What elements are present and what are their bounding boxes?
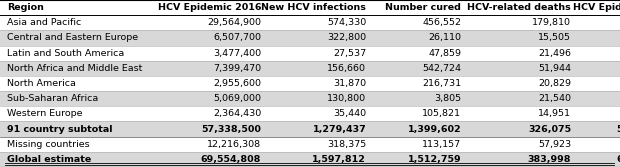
Text: 322,800: 322,800: [327, 33, 366, 42]
Text: 5,069,000: 5,069,000: [213, 94, 261, 103]
Text: North Africa and Middle East: North Africa and Middle East: [7, 64, 143, 73]
Text: 3,805: 3,805: [434, 94, 461, 103]
Text: 47,859: 47,859: [428, 49, 461, 58]
Bar: [0, 0, 620, 15]
Bar: [0, 152, 620, 167]
Text: 1,512,759: 1,512,759: [407, 155, 461, 164]
Text: HCV-related deaths: HCV-related deaths: [467, 3, 571, 12]
Text: 542,724: 542,724: [422, 64, 461, 73]
Text: 56,892,260: 56,892,260: [616, 125, 620, 134]
Text: 91 country subtotal: 91 country subtotal: [7, 125, 113, 134]
Text: 574,330: 574,330: [327, 18, 366, 27]
Text: 1,279,437: 1,279,437: [312, 125, 366, 134]
Text: North America: North America: [7, 79, 76, 88]
Text: Missing countries: Missing countries: [7, 140, 90, 149]
Text: 6,507,700: 6,507,700: [213, 33, 261, 42]
Bar: [0, 106, 620, 121]
Text: 21,496: 21,496: [538, 49, 571, 58]
Text: 130,800: 130,800: [327, 94, 366, 103]
Text: 51,944: 51,944: [538, 64, 571, 73]
Text: 2,955,600: 2,955,600: [213, 79, 261, 88]
Bar: [0, 15, 620, 30]
Text: 15,505: 15,505: [538, 33, 571, 42]
Text: Latin and South America: Latin and South America: [7, 49, 125, 58]
Text: Asia and Pacific: Asia and Pacific: [7, 18, 82, 27]
Text: 7,399,470: 7,399,470: [213, 64, 261, 73]
Bar: [0, 137, 620, 152]
Text: 318,375: 318,375: [327, 140, 366, 149]
Text: Central and Eastern Europe: Central and Eastern Europe: [7, 33, 138, 42]
Text: 113,157: 113,157: [422, 140, 461, 149]
Text: 179,810: 179,810: [532, 18, 571, 27]
Text: 456,552: 456,552: [422, 18, 461, 27]
Text: 1,399,602: 1,399,602: [407, 125, 461, 134]
Text: Western Europe: Western Europe: [7, 109, 83, 118]
Text: HCV Epidemic 2016: HCV Epidemic 2016: [157, 3, 261, 12]
Text: Region: Region: [7, 3, 44, 12]
Text: 156,660: 156,660: [327, 64, 366, 73]
Text: 12,216,308: 12,216,308: [207, 140, 261, 149]
Text: 14,951: 14,951: [538, 109, 571, 118]
Text: 2,364,430: 2,364,430: [213, 109, 261, 118]
Text: 57,338,500: 57,338,500: [202, 125, 261, 134]
Bar: [0, 46, 620, 61]
Text: 1,597,812: 1,597,812: [312, 155, 366, 164]
Bar: [0, 91, 620, 106]
Text: Number cured: Number cured: [386, 3, 461, 12]
Bar: [0, 121, 620, 137]
Text: 383,998: 383,998: [528, 155, 571, 164]
Text: 57,923: 57,923: [538, 140, 571, 149]
Text: 29,564,900: 29,564,900: [207, 18, 261, 27]
Text: 105,821: 105,821: [422, 109, 461, 118]
Text: 26,110: 26,110: [428, 33, 461, 42]
Text: 35,440: 35,440: [333, 109, 366, 118]
Text: Sub-Saharan Africa: Sub-Saharan Africa: [7, 94, 99, 103]
Text: HCV Epidemic 2017: HCV Epidemic 2017: [573, 3, 620, 12]
Bar: [0, 30, 620, 46]
Text: 20,829: 20,829: [538, 79, 571, 88]
Text: New HCV infections: New HCV infections: [262, 3, 366, 12]
Text: 31,870: 31,870: [333, 79, 366, 88]
Bar: [0, 61, 620, 76]
Text: 27,537: 27,537: [333, 49, 366, 58]
Text: 3,477,400: 3,477,400: [213, 49, 261, 58]
Text: 69,554,808: 69,554,808: [201, 155, 261, 164]
Text: Global estimate: Global estimate: [7, 155, 92, 164]
Text: 21,540: 21,540: [538, 94, 571, 103]
Text: 216,731: 216,731: [422, 79, 461, 88]
Text: 326,075: 326,075: [528, 125, 571, 134]
Text: 69,255,863: 69,255,863: [616, 155, 620, 164]
Bar: [0, 76, 620, 91]
